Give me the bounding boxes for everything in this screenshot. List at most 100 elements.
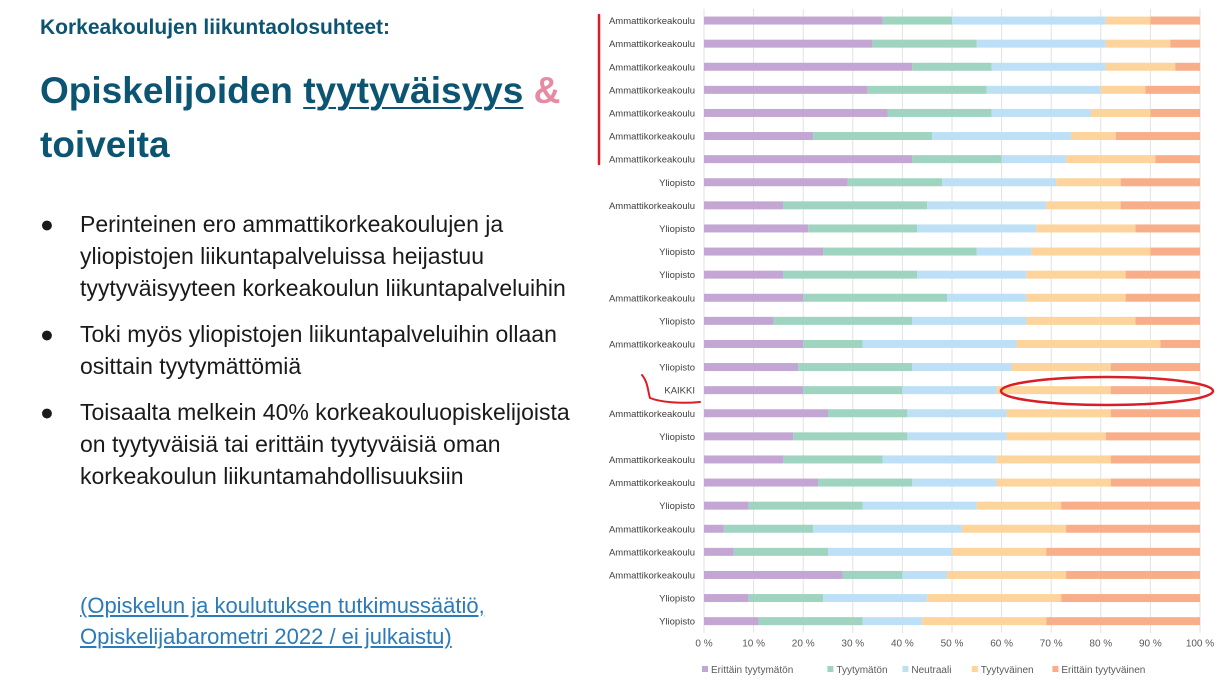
bar-segment bbox=[862, 501, 977, 510]
bar-segment bbox=[996, 386, 1111, 395]
bar-segment bbox=[704, 524, 724, 533]
bar-segment bbox=[872, 39, 977, 48]
bullet-dot-icon: ● bbox=[40, 321, 54, 347]
bar-segment bbox=[704, 155, 913, 164]
bar-segment bbox=[1026, 316, 1136, 325]
bar-segment bbox=[1115, 132, 1200, 141]
x-tick-label: 20 % bbox=[792, 639, 815, 650]
category-label: Yliopisto bbox=[659, 270, 695, 281]
chart-area: 0 % 10 % 20 % 30 % 40 % 50 % 60 % 70 % 80 % 90 % 1… bbox=[590, 0, 1223, 685]
legend-label: Erittäin tyytyväinen bbox=[1061, 665, 1145, 676]
bar-segment bbox=[862, 617, 923, 626]
bar-segment bbox=[823, 247, 977, 256]
bar-segment bbox=[704, 570, 843, 579]
category-label: KAIKKI bbox=[664, 386, 695, 397]
bar-segment bbox=[704, 224, 809, 233]
bar-segment bbox=[991, 62, 1106, 71]
bar-segment bbox=[1066, 155, 1156, 164]
bar-segment bbox=[818, 478, 913, 487]
bar-segment bbox=[723, 524, 814, 533]
x-tick-label: 90 % bbox=[1139, 639, 1162, 650]
bar-segment bbox=[1120, 178, 1200, 187]
bullet-item: ● Perinteinen ero ammattikorkeakoulujen j… bbox=[40, 208, 580, 304]
bar-segment bbox=[1061, 594, 1200, 603]
bar-segment bbox=[1100, 85, 1146, 94]
bullet-text: Toisaalta melkein 40% korkeakouluopiskel… bbox=[80, 399, 570, 489]
x-tick-label: 0 % bbox=[695, 639, 712, 650]
bar-segment bbox=[704, 594, 749, 603]
category-label: Yliopisto bbox=[659, 432, 695, 443]
category-label: Ammattikorkeakoulu bbox=[609, 455, 695, 466]
bar-segment bbox=[1061, 501, 1200, 510]
bar-segment bbox=[704, 547, 734, 556]
bar-segment bbox=[1066, 524, 1200, 533]
bar-segment bbox=[704, 455, 784, 464]
bar-segment bbox=[1105, 432, 1200, 441]
legend-swatch bbox=[702, 666, 708, 672]
bar-segment bbox=[1150, 108, 1200, 117]
bullet-dot-icon: ● bbox=[40, 211, 54, 237]
bar-segment bbox=[704, 386, 804, 395]
bar-segment bbox=[1145, 85, 1200, 94]
category-label: Ammattikorkeakoulu bbox=[609, 201, 695, 212]
bar-segment bbox=[932, 132, 1072, 141]
bar-segment bbox=[907, 409, 1007, 418]
title-underlined-word: tyytyväisyys bbox=[303, 70, 524, 111]
bar-segment bbox=[912, 363, 1012, 372]
bar-segment bbox=[783, 455, 883, 464]
x-tick-label: 70 % bbox=[1040, 639, 1063, 650]
bar-segment bbox=[704, 201, 784, 210]
bar-segment bbox=[1011, 363, 1111, 372]
legend-swatch bbox=[902, 666, 909, 672]
bar-segment bbox=[1125, 270, 1200, 279]
bar-segment bbox=[1026, 270, 1126, 279]
bar-segment bbox=[813, 524, 962, 533]
bar-segment bbox=[867, 85, 987, 94]
red-ellipse-annotation bbox=[999, 375, 1215, 407]
bar-segment bbox=[704, 178, 848, 187]
bar-segment bbox=[947, 293, 1027, 302]
x-tick-label: 60 % bbox=[990, 639, 1013, 650]
bullet-text: Perinteinen ero ammattikorkeakoulujen ja… bbox=[80, 211, 566, 301]
bar-segment bbox=[1135, 316, 1200, 325]
bar-segment bbox=[952, 16, 1106, 25]
category-label: Ammattikorkeakoulu bbox=[609, 478, 695, 489]
legend-label: Tyytyväinen bbox=[981, 665, 1034, 676]
bullet-text: Toki myös yliopistojen liikuntapalveluih… bbox=[80, 321, 557, 379]
bar-segment bbox=[828, 547, 952, 556]
bar-segment bbox=[961, 524, 1067, 533]
bar-segment bbox=[704, 132, 814, 141]
legend-swatch bbox=[827, 666, 834, 672]
bar-segment bbox=[803, 386, 903, 395]
category-label: Ammattikorkeakoulu bbox=[609, 339, 695, 350]
bar-segment bbox=[847, 178, 943, 187]
bar-segment bbox=[704, 478, 819, 487]
x-tick-label: 30 % bbox=[841, 639, 864, 650]
bar-segment bbox=[1105, 39, 1171, 48]
bar-segment bbox=[733, 547, 828, 556]
bar-segment bbox=[1071, 132, 1116, 141]
bar-segment bbox=[1046, 201, 1121, 210]
bar-segment bbox=[842, 570, 903, 579]
bar-segment bbox=[704, 316, 774, 325]
source-link[interactable]: (Opiskelun ja koulutuksen tutkimussäätiö… bbox=[80, 593, 485, 649]
category-label: Ammattikorkeakoulu bbox=[609, 409, 695, 420]
bar-segment bbox=[1026, 293, 1126, 302]
category-label: Ammattikorkeakoulu bbox=[609, 293, 695, 304]
bar-segment bbox=[704, 432, 794, 441]
category-label: Yliopisto bbox=[659, 178, 695, 189]
legend-swatch bbox=[1052, 666, 1059, 672]
category-label: Yliopisto bbox=[659, 501, 695, 512]
bar-segment bbox=[704, 363, 799, 372]
bar-segment bbox=[917, 224, 1037, 233]
bar-segment bbox=[704, 339, 804, 348]
bar-segment bbox=[704, 617, 759, 626]
category-label: Ammattikorkeakoulu bbox=[609, 16, 695, 27]
bar-segment bbox=[1056, 178, 1121, 187]
bar-segment bbox=[1105, 62, 1176, 71]
bar-segment bbox=[1006, 409, 1111, 418]
bar-segment bbox=[1110, 409, 1200, 418]
bar-segment bbox=[882, 455, 997, 464]
bar-segment bbox=[783, 201, 928, 210]
bar-segment bbox=[783, 270, 918, 279]
